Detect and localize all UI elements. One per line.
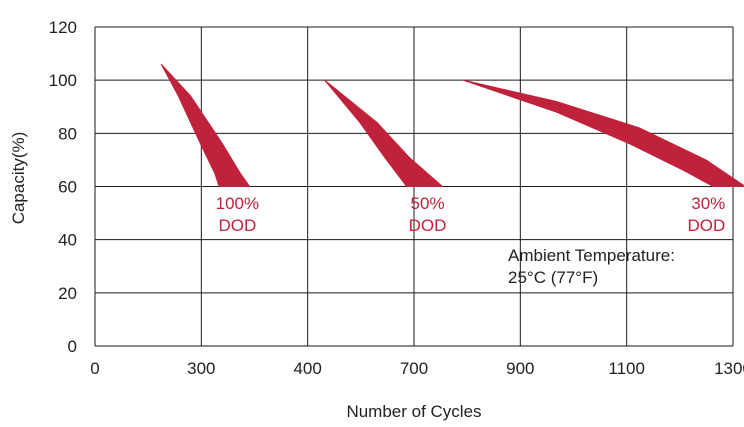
x-tick-label: 0 bbox=[90, 359, 99, 378]
band-label-3: DOD bbox=[687, 216, 725, 235]
band-label-1: DOD bbox=[218, 216, 256, 235]
dod-band-2 bbox=[324, 79, 443, 187]
dod-band-1 bbox=[160, 63, 251, 187]
band-label-3: 30% bbox=[691, 194, 725, 213]
y-tick-label: 120 bbox=[49, 18, 77, 37]
x-tick-label: 700 bbox=[400, 359, 428, 378]
y-tick-label: 80 bbox=[58, 124, 77, 143]
dod-band-3 bbox=[462, 79, 744, 187]
y-tick-label: 20 bbox=[58, 284, 77, 303]
x-tick-label: 400 bbox=[293, 359, 321, 378]
x-tick-label: 1100 bbox=[608, 359, 645, 378]
y-tick-label: 40 bbox=[58, 231, 77, 250]
y-tick-label: 100 bbox=[49, 71, 77, 90]
band-label-2: DOD bbox=[409, 216, 447, 235]
y-tick-label: 0 bbox=[68, 337, 77, 356]
dod-bands bbox=[160, 63, 744, 187]
annotation-line: 25°C (77°F) bbox=[508, 268, 598, 287]
x-axis-title: Number of Cycles bbox=[346, 402, 481, 421]
annotation-line: Ambient Temperature: bbox=[508, 246, 675, 265]
band-labels: 100% DOD 50% DOD 30% DOD bbox=[216, 194, 726, 235]
x-tick-label: 1300 bbox=[714, 359, 744, 378]
band-label-1: 100% bbox=[216, 194, 259, 213]
ambient-temperature-note: Ambient Temperature: 25°C (77°F) bbox=[508, 246, 675, 287]
x-tick-label: 900 bbox=[506, 359, 534, 378]
tick-labels: 0 20 40 60 80 100 120 0 300 400 700 900 1100 1300 bbox=[49, 18, 744, 378]
y-axis-title: Capacity(%) bbox=[9, 132, 28, 225]
x-tick-label: 300 bbox=[187, 359, 215, 378]
y-tick-label: 60 bbox=[58, 178, 77, 197]
band-label-2: 50% bbox=[411, 194, 445, 213]
